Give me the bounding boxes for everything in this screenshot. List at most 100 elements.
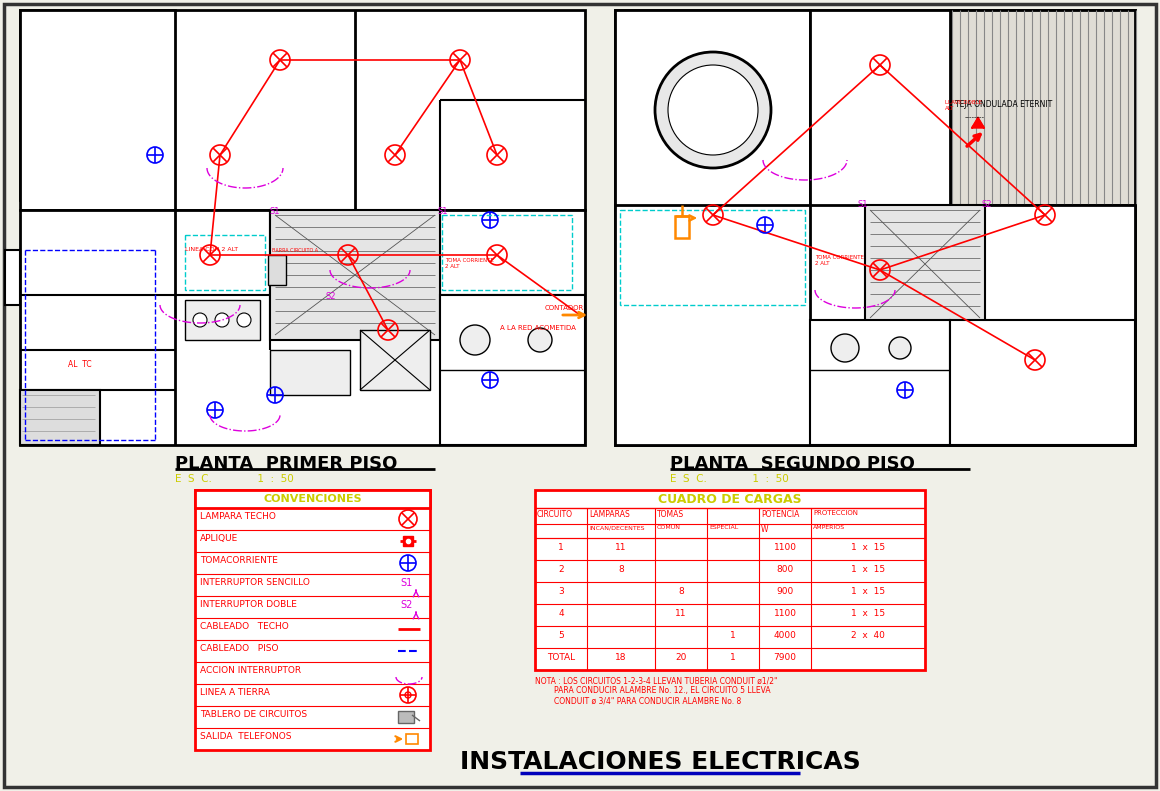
Text: TOMA CORRIENTE
2 ALT: TOMA CORRIENTE 2 ALT [445, 258, 494, 269]
Text: LINEA CON 2 ALT: LINEA CON 2 ALT [184, 247, 238, 252]
Circle shape [237, 313, 251, 327]
Text: 18: 18 [615, 653, 626, 662]
Bar [865, 205, 985, 325]
Text: 2: 2 [558, 565, 564, 574]
Text: --------: -------- [965, 114, 985, 120]
Text: PROTECCION: PROTECCION [813, 510, 858, 516]
Text: CIRCUITO: CIRCUITO [537, 510, 573, 519]
Text: 2  x  40: 2 x 40 [851, 631, 885, 640]
Bar [5, 250, 20, 305]
Text: CUADRO DE CARGAS: CUADRO DE CARGAS [658, 493, 802, 506]
Text: INSTALACIONES ELECTRICAS: INSTALACIONES ELECTRICAS [459, 750, 861, 774]
Text: TOTAL: TOTAL [546, 653, 575, 662]
Text: 4: 4 [558, 609, 564, 618]
Text: E  S  C.              1  :  50: E S C. 1 : 50 [670, 474, 789, 484]
Text: E  S  C.              1  :  50: E S C. 1 : 50 [175, 474, 293, 484]
Text: 900: 900 [776, 587, 793, 596]
Text: 1100: 1100 [774, 543, 797, 552]
Bar [20, 390, 100, 445]
Text: AMPERIOS: AMPERIOS [813, 525, 846, 530]
Circle shape [655, 52, 771, 168]
Text: 1: 1 [558, 543, 564, 552]
Text: TEJA ONDULADA ETERNIT: TEJA ONDULADA ETERNIT [955, 100, 1052, 109]
Bar [184, 235, 264, 290]
Text: INTERRUPTOR SENCILLO: INTERRUPTOR SENCILLO [200, 578, 310, 587]
Bar [810, 10, 950, 210]
Text: 20: 20 [675, 653, 687, 662]
Bar [406, 734, 418, 744]
Text: 1100: 1100 [774, 609, 797, 618]
Bar [615, 10, 1134, 445]
Bar [615, 10, 810, 210]
Text: 1: 1 [730, 653, 735, 662]
Polygon shape [972, 118, 984, 128]
Text: S2: S2 [400, 600, 412, 610]
Text: 800: 800 [776, 565, 793, 574]
Text: 8: 8 [679, 587, 684, 596]
Text: S2: S2 [325, 292, 335, 301]
Text: TOMACORRIENTE: TOMACORRIENTE [200, 556, 278, 565]
Text: ACCION INTERRUPTOR: ACCION INTERRUPTOR [200, 666, 302, 675]
Text: CONDUIT ø 3/4" PARA CONDUCIR ALAMBRE No. 8: CONDUIT ø 3/4" PARA CONDUCIR ALAMBRE No.… [535, 696, 741, 705]
Text: ESPECIAL: ESPECIAL [709, 525, 738, 530]
Text: S1: S1 [857, 200, 868, 209]
Bar [20, 10, 585, 210]
Text: 8: 8 [618, 565, 624, 574]
Text: BARRA CIRCUITO A: BARRA CIRCUITO A [271, 248, 318, 253]
Bar [619, 210, 805, 305]
Text: INTERRUPTOR DOBLE: INTERRUPTOR DOBLE [200, 600, 297, 609]
Text: 7900: 7900 [774, 653, 797, 662]
Bar [535, 490, 925, 670]
Text: 3: 3 [558, 587, 564, 596]
Text: S1: S1 [270, 207, 281, 216]
Text: PLANTA  SEGUNDO PISO: PLANTA SEGUNDO PISO [670, 455, 915, 473]
Bar [615, 205, 1134, 445]
Circle shape [461, 325, 490, 355]
Bar [398, 711, 414, 723]
Text: S1: S1 [400, 578, 412, 588]
Bar [810, 320, 950, 445]
Bar [184, 300, 260, 340]
Text: SALIDA  TELEFONOS: SALIDA TELEFONOS [200, 732, 291, 741]
Bar [360, 330, 430, 390]
Text: LINEA A TIERRA: LINEA A TIERRA [200, 688, 270, 697]
Bar [195, 490, 430, 750]
Text: APLIQUE: APLIQUE [200, 534, 238, 543]
Text: 1  x  15: 1 x 15 [851, 609, 885, 618]
Bar [195, 490, 430, 508]
Text: TOMA CORRIENTE
2 ALT: TOMA CORRIENTE 2 ALT [815, 255, 864, 266]
Text: 11: 11 [675, 609, 687, 618]
Text: TOMAS: TOMAS [657, 510, 684, 519]
Text: CONVENCIONES: CONVENCIONES [263, 494, 362, 504]
Text: CABLEADO   TECHO: CABLEADO TECHO [200, 622, 289, 631]
Bar [675, 216, 689, 238]
Text: AL  TC: AL TC [68, 360, 92, 369]
Text: S1: S1 [437, 207, 448, 216]
Text: NOTA : LOS CIRCUITOS 1-2-3-4 LLEVAN TUBERIA CONDUIT ø1/2": NOTA : LOS CIRCUITOS 1-2-3-4 LLEVAN TUBE… [535, 676, 777, 685]
Text: LAMPARA TECHO: LAMPARA TECHO [200, 512, 276, 521]
Text: 1: 1 [730, 631, 735, 640]
Text: 1  x  15: 1 x 15 [851, 565, 885, 574]
Text: COMUN: COMUN [657, 525, 681, 530]
Bar [950, 320, 1134, 445]
Text: 5: 5 [558, 631, 564, 640]
Text: LAMPARAS: LAMPARAS [589, 510, 630, 519]
Bar [268, 255, 287, 285]
Text: CONTADOR: CONTADOR [545, 305, 585, 311]
Circle shape [831, 334, 860, 362]
Text: INCAN/DECENTES: INCAN/DECENTES [589, 525, 645, 530]
Text: CABLEADO   PISO: CABLEADO PISO [200, 644, 278, 653]
Bar [20, 10, 175, 100]
Text: TABLERO DE CIRCUITOS: TABLERO DE CIRCUITOS [200, 710, 307, 719]
Text: 4000: 4000 [774, 631, 797, 640]
Bar [950, 10, 1134, 205]
Text: POTENCIA: POTENCIA [761, 510, 799, 519]
Text: PARA CONDUCIR ALAMBRE No. 12., EL CIRCUITO 5 LLEVA: PARA CONDUCIR ALAMBRE No. 12., EL CIRCUI… [535, 686, 770, 695]
Circle shape [215, 313, 229, 327]
Bar [20, 210, 585, 445]
Bar [442, 215, 572, 290]
Text: W: W [761, 525, 768, 534]
Bar [270, 210, 440, 340]
Circle shape [193, 313, 206, 327]
Text: A LA RED ACOMETIDA: A LA RED ACOMETIDA [500, 325, 575, 331]
